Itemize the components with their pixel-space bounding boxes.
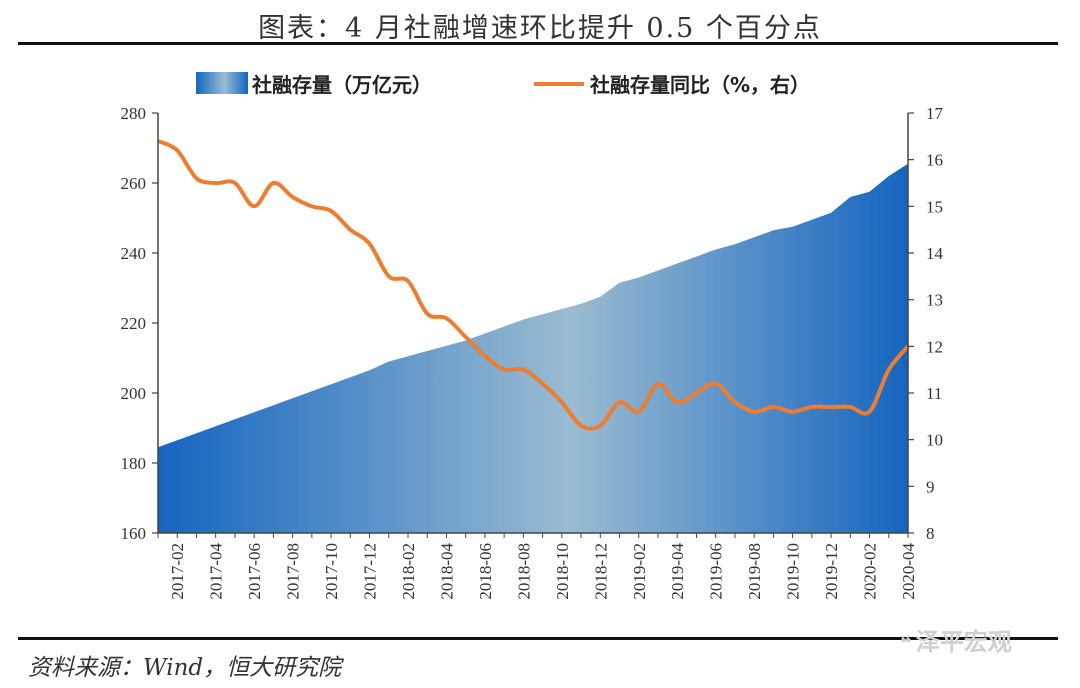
x-axis-tick-label: 2019-06 [707,543,726,600]
x-axis-tick-label: 2018-06 [476,543,495,600]
x-axis-tick-label: 2019-02 [630,543,649,600]
x-axis-tick-label: 2020-02 [861,543,880,600]
wechat-icon: ❝ [900,631,912,655]
x-axis-tick-label: 2019-10 [784,543,803,600]
legend: 社融存量（万亿元） 社融存量同比（%，右） [196,72,810,97]
x-axis-tick-label: 2017-08 [284,543,303,600]
watermark-text: 泽平宏观 [915,628,1012,656]
x-axis-tick-label: 2017-12 [361,543,380,600]
x-axis-tick-label: 2017-02 [168,543,187,600]
bottom-rule [18,637,1058,640]
x-axis-tick-label: 2018-04 [437,543,456,600]
x-axis-tick-label: 2017-06 [245,543,264,600]
left-axis-tick-label: 240 [121,244,147,263]
x-axis-tick-label: 2018-02 [399,543,418,600]
right-axis-tick-label: 16 [926,151,943,170]
x-axis-tick-label: 2020-04 [899,543,918,600]
x-axis-tick-label: 2019-12 [822,543,841,600]
right-axis-tick-label: 11 [926,384,942,403]
right-axis-tick-label: 10 [926,431,943,450]
right-axis-tick-label: 8 [926,524,935,543]
x-axis-tick-label: 2019-08 [745,543,764,600]
legend-label-area: 社融存量（万亿元） [251,73,432,97]
left-axis-tick-label: 200 [121,384,147,403]
line-series-yoy [157,139,910,431]
right-axis-tick-label: 9 [926,477,935,496]
legend-label-line: 社融存量同比（%，右） [589,73,810,97]
top-rule [18,42,1058,45]
watermark: ❝ 泽平宏观 [900,622,1012,657]
right-axis-tick-label: 13 [926,291,943,310]
x-axis-tick-label: 2019-04 [668,543,687,600]
area-series-stock [158,163,908,534]
left-axis-tick-label: 220 [121,314,147,333]
x-axis-tick-label: 2018-08 [514,543,533,600]
x-axis-tick-label: 2017-10 [322,543,341,600]
left-axis-tick-label: 260 [121,174,147,193]
right-axis-tick-label: 12 [926,337,943,356]
source-note: 资料来源：Wind，恒大研究院 [28,655,342,681]
x-axis-tick-label: 2017-04 [207,543,226,600]
left-axis-tick-label: 280 [121,104,147,123]
legend-swatch-area [196,72,248,94]
right-axis-tick-label: 14 [926,244,944,263]
x-axis-tick-label: 2018-10 [553,543,572,600]
right-axis-tick-label: 17 [926,104,944,123]
x-axis-tick-label: 2018-12 [591,543,610,600]
right-axis-tick-label: 15 [926,197,943,216]
chart-title: 图表：4 月社融增速环比提升 0.5 个百分点 [258,13,822,44]
left-axis-tick-label: 180 [121,454,147,473]
left-axis-tick-label: 160 [121,524,147,543]
